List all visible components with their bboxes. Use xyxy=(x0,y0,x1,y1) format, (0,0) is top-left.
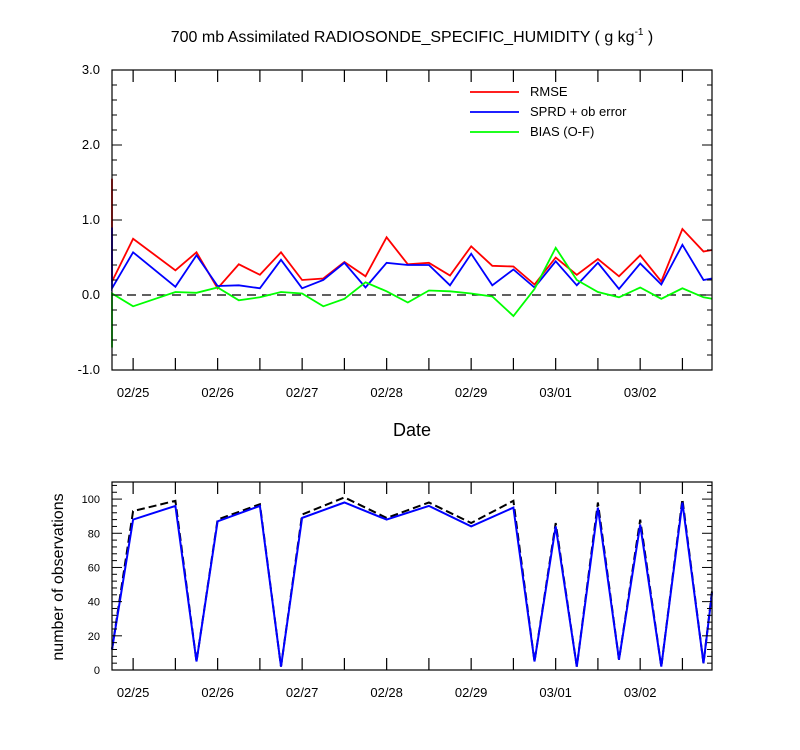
bottom-plot-frame xyxy=(111,481,713,671)
x-tick-label: 02/26 xyxy=(201,685,234,700)
observations-panel: 0 20 40 60 80 100 02/25 02/26 02/27 02/28 02/29 03… xyxy=(50,481,713,700)
x-tick-label: 02/25 xyxy=(117,685,150,700)
y-tick-label: 2.0 xyxy=(82,137,100,152)
x-tick-label: 02/27 xyxy=(286,385,319,400)
y-tick-label: 60 xyxy=(88,562,100,574)
x-tick-label: 03/01 xyxy=(539,685,572,700)
legend-label-sprd: SPRD + ob error xyxy=(530,104,627,119)
top-x-axis: 02/25 02/26 02/27 02/28 02/29 03/01 03/02 xyxy=(117,70,684,400)
y-axis-label: number of observations xyxy=(50,493,67,660)
x-axis-label: Date xyxy=(393,420,431,440)
x-tick-label: 03/01 xyxy=(539,385,572,400)
y-tick-label: 0 xyxy=(94,665,100,677)
x-tick-label: 02/28 xyxy=(370,385,403,400)
x-tick-label: 03/02 xyxy=(624,685,657,700)
legend-label-rmse: RMSE xyxy=(530,84,568,99)
bottom-y-axis: 0 20 40 60 80 100 xyxy=(82,484,712,677)
humidity-panel: -1.00.01.02.03.0 02/25 02/26 02/27 02/28 02/… xyxy=(78,62,713,440)
series-line-bias-o-f xyxy=(111,246,713,348)
x-tick-label: 02/27 xyxy=(286,685,319,700)
y-tick-label: 100 xyxy=(82,494,100,506)
y-tick-label: 80 xyxy=(88,528,100,540)
top-y-axis: -1.0 0.0 1.0 2.0 3.0 xyxy=(78,62,712,377)
humidity-series-group xyxy=(111,178,713,348)
x-tick-label: 02/29 xyxy=(455,385,488,400)
y-tick-label: 3.0 xyxy=(82,62,100,77)
series-line-rmse xyxy=(111,178,713,290)
y-tick-label: 20 xyxy=(88,631,100,643)
y-tick-label: 0.0 xyxy=(82,287,100,302)
y-tick-label: 40 xyxy=(88,597,100,609)
observation-series-group xyxy=(111,496,713,667)
x-tick-label: 02/29 xyxy=(455,685,488,700)
x-tick-label: 03/02 xyxy=(624,385,657,400)
series-line-assimilated xyxy=(111,501,713,667)
legend: RMSE SPRD + ob error BIAS (O-F) xyxy=(470,84,627,139)
y-tick-label: -1.0 xyxy=(78,362,100,377)
y-tick-label: 1.0 xyxy=(82,212,100,227)
series-line-sprd-ob-error xyxy=(111,227,713,292)
x-tick-label: 02/26 xyxy=(201,385,234,400)
legend-label-bias: BIAS (O-F) xyxy=(530,124,594,139)
bottom-x-axis: 02/25 02/26 02/27 02/28 02/29 03/01 03/02 xyxy=(117,482,684,700)
x-tick-label: 02/25 xyxy=(117,385,150,400)
x-tick-label: 02/28 xyxy=(370,685,403,700)
chart-title: 700 mb Assimilated RADIOSONDE_SPECIFIC_H… xyxy=(171,27,654,46)
